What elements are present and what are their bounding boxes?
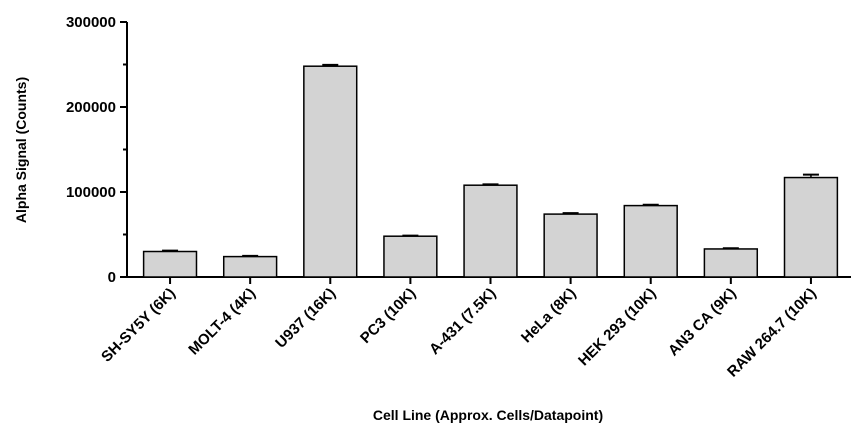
x-tick-label: U937 (16K) <box>272 285 339 352</box>
x-tick-label: HEK 293 (10K) <box>575 285 660 370</box>
y-tick-label: 100000 <box>66 184 116 201</box>
x-tick-label: HeLa (8K) <box>518 285 580 347</box>
bar <box>383 235 438 278</box>
y-tick-label: 0 <box>108 269 116 286</box>
x-tick-label: RAW 264.7 (10K) <box>724 285 820 381</box>
x-tick-label: AN3 CA (9K) <box>665 285 740 360</box>
x-axis-title: Cell Line (Approx. Cells/Datapoint) <box>373 407 603 423</box>
y-axis-ticks: 0 100000 200000 300000 <box>66 14 127 286</box>
x-tick-label: MOLT-4 (4K) <box>185 285 259 359</box>
bar <box>303 65 358 278</box>
x-tick-label: PC3 (10K) <box>357 285 419 347</box>
y-tick-label: 300000 <box>66 14 116 31</box>
bar <box>783 176 839 278</box>
bar <box>463 184 518 278</box>
y-axis-title: Alpha Signal (Counts) <box>13 77 29 223</box>
bar <box>543 213 598 278</box>
x-tick-label: A-431 (7.5K) <box>426 285 499 358</box>
x-axis-labels: SH-SY5Y (6K) MOLT-4 (4K) U937 (16K) PC3 (10… <box>98 277 820 381</box>
x-tick-label: SH-SY5Y (6K) <box>98 285 179 366</box>
y-tick-label: 200000 <box>66 99 116 116</box>
bar <box>623 204 678 278</box>
bar <box>142 250 198 278</box>
bar <box>222 255 278 278</box>
bar <box>703 248 759 278</box>
bars <box>142 63 839 278</box>
